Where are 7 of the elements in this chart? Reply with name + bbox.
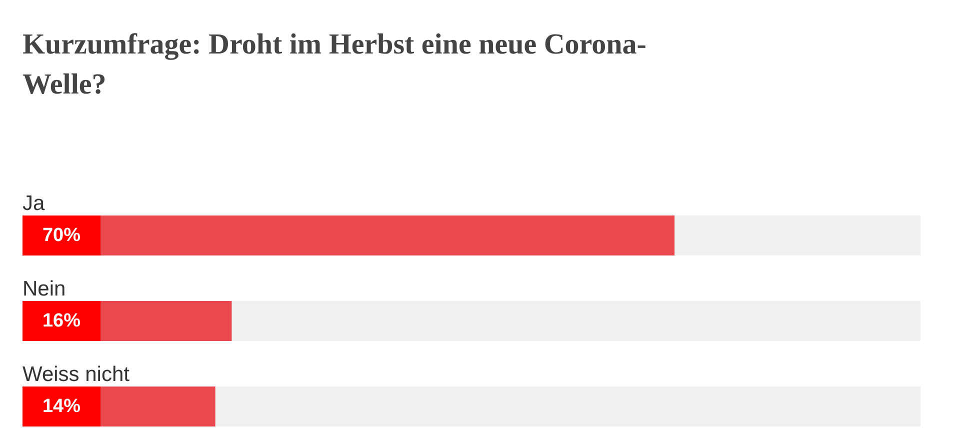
y-tick-label: Ja xyxy=(22,192,45,215)
data-label: 70% xyxy=(42,225,81,246)
data-label: 16% xyxy=(42,310,81,332)
data-label: 14% xyxy=(42,396,81,417)
y-tick-label: Nein xyxy=(22,278,66,300)
chart-title: Kurzumfrage: Droht im Herbst eine neue Corona-Welle? xyxy=(22,28,646,100)
y-tick-label: Weiss nicht xyxy=(22,363,130,386)
